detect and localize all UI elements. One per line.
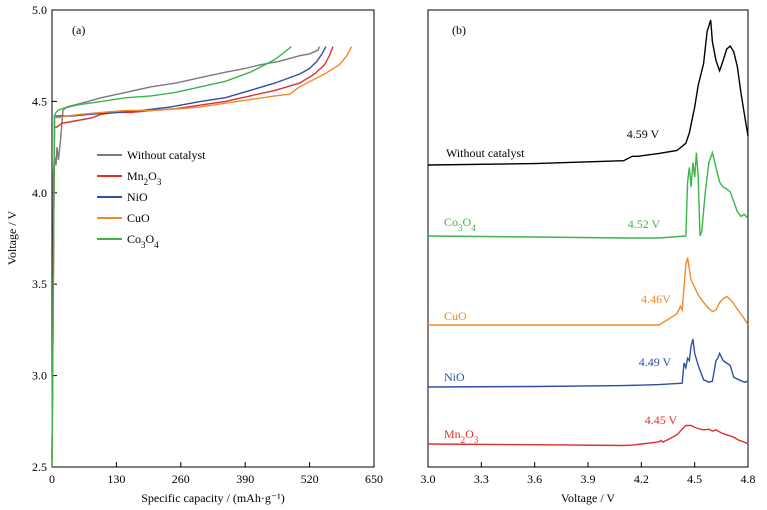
legend-entry: Mn2O3 — [127, 169, 162, 187]
panel-a: 0 130 260 390 520 650 2.5 3.0 3.5 4.0 4.5 5.0 (a) S… — [5, 3, 383, 505]
panel-a-xtick-label: 520 — [301, 472, 319, 486]
series-line-co3o4 — [51, 46, 292, 468]
panel-a-ytick-label: 5.0 — [32, 3, 47, 17]
panel-a-xlabel: Specific capacity / (mAh·g⁻¹) — [141, 491, 285, 505]
panel-b-xtick-label: 3.3 — [474, 472, 489, 486]
panel-b-xlabel: Voltage / V — [561, 491, 616, 505]
series-line-cuo — [51, 46, 353, 468]
panel-a-label: (a) — [72, 23, 85, 37]
series-line-nio — [51, 46, 327, 458]
peak-voltage-label: 4.52 V — [628, 217, 661, 231]
trace-name-label: Without catalyst — [446, 146, 525, 160]
panel-a-ytick-label: 3.0 — [32, 369, 47, 383]
panel-b-xtick-label: 4.5 — [687, 472, 702, 486]
panel-a-ytick-label: 4.5 — [32, 94, 47, 108]
panel-a-ytick-label: 3.5 — [32, 277, 47, 291]
trace-name-label: Mn2O3 — [444, 427, 479, 445]
peak-voltage-label: 4.49 V — [639, 355, 672, 369]
legend: Without catalyst Mn2O3 NiO CuO Co3O4 — [97, 148, 206, 250]
trace-name-label: NiO — [444, 370, 465, 384]
peak-voltage-label: 4.45 V — [645, 413, 678, 427]
legend-entry: Co3O4 — [127, 232, 159, 250]
panel-b: 3.0 3.3 3.6 3.9 4.2 4.5 4.8 Without catalyst 4.… — [421, 9, 756, 505]
panel-a-xtick-label: 390 — [236, 472, 254, 486]
panel-a-ytick-label: 4.0 — [32, 186, 47, 200]
panel-a-xtick-label: 260 — [172, 472, 190, 486]
panel-a-frame — [51, 9, 375, 468]
panel-b-xtick-label: 3.6 — [527, 472, 542, 486]
panel-a-ylabel: Voltage / V — [5, 211, 19, 266]
legend-entry: NiO — [127, 190, 148, 204]
legend-entry: Without catalyst — [127, 148, 206, 162]
panel-a-xtick-label: 130 — [107, 472, 125, 486]
trace-name-label: CuO — [444, 309, 467, 323]
panel-a-xtick-label: 650 — [365, 472, 383, 486]
panel-b-label: (b) — [452, 23, 466, 37]
trace-without-catalyst — [427, 19, 749, 166]
peak-voltage-label: 4.59 V — [627, 127, 660, 141]
trace-mn2o3 — [427, 424, 749, 447]
panel-b-xtick-label: 4.8 — [741, 472, 756, 486]
series-line-without-catalyst — [51, 46, 321, 468]
legend-entry: CuO — [127, 211, 150, 225]
trace-cuo — [428, 257, 749, 326]
panel-b-xtick-label: 3.0 — [421, 472, 436, 486]
trace-co3o4 — [427, 150, 749, 239]
panel-b-xtick-label: 4.2 — [634, 472, 649, 486]
panel-a-ytick-label: 2.5 — [32, 460, 47, 474]
peak-voltage-label: 4.46V — [641, 292, 671, 306]
panel-a-xtick-label: 0 — [49, 472, 55, 486]
trace-nio — [427, 338, 749, 388]
trace-name-label: Co3O4 — [444, 215, 476, 233]
panel-b-xtick-label: 3.9 — [581, 472, 596, 486]
